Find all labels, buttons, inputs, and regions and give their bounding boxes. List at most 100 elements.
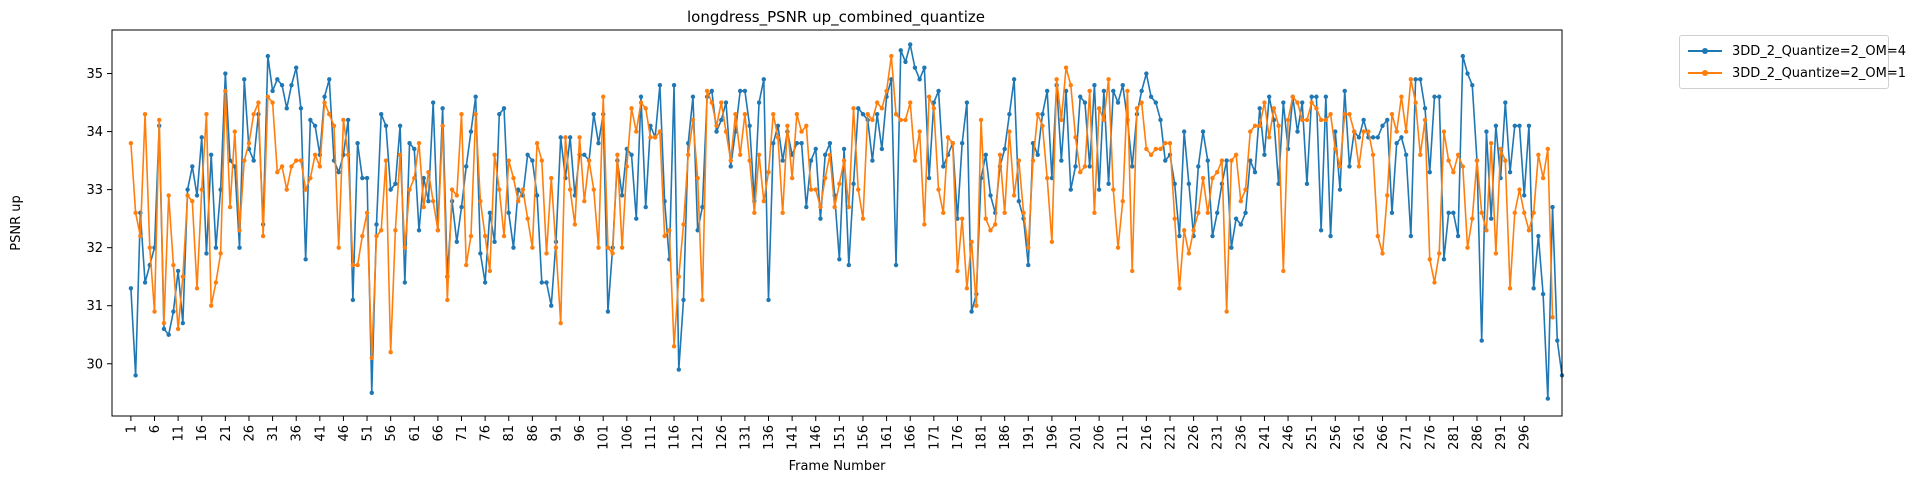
data-point <box>1536 152 1541 157</box>
x-tick-label: 101 <box>597 425 612 450</box>
data-point <box>1030 158 1036 163</box>
data-point <box>582 152 587 157</box>
data-point <box>369 355 374 361</box>
data-point <box>435 228 441 233</box>
data-point <box>1503 100 1508 105</box>
x-tick-label: 266 <box>1376 425 1391 450</box>
x-tick-label: 161 <box>880 425 895 450</box>
data-point <box>1432 94 1437 99</box>
data-point <box>714 123 719 128</box>
data-point <box>402 245 408 250</box>
data-point <box>265 53 271 59</box>
data-point <box>827 152 833 157</box>
data-point <box>1130 268 1135 274</box>
data-point <box>454 193 459 198</box>
data-point <box>1111 187 1116 192</box>
data-point <box>374 222 379 227</box>
data-point <box>345 117 351 123</box>
x-tick-label: 141 <box>786 425 801 450</box>
data-point <box>1087 164 1092 169</box>
data-point <box>473 94 478 99</box>
data-point <box>1493 123 1499 128</box>
data-point <box>270 88 275 94</box>
data-point <box>799 129 804 134</box>
data-point <box>199 135 204 140</box>
data-point <box>775 135 781 140</box>
data-point <box>686 152 691 157</box>
data-point <box>218 251 223 256</box>
data-point <box>808 158 814 163</box>
data-point <box>1356 164 1362 169</box>
x-tick-label: 196 <box>1045 425 1060 450</box>
x-tick-label: 201 <box>1069 425 1084 450</box>
data-point <box>1139 100 1144 105</box>
data-point <box>893 262 899 268</box>
data-point <box>1134 106 1140 111</box>
data-point <box>709 100 715 105</box>
data-point <box>175 326 181 332</box>
data-point <box>1545 146 1551 152</box>
data-point <box>700 297 705 303</box>
data-point <box>681 222 686 227</box>
data-point <box>1266 135 1272 140</box>
data-point <box>393 181 398 187</box>
data-point <box>879 106 885 111</box>
data-point <box>822 152 828 157</box>
data-point <box>364 175 370 181</box>
data-point <box>1441 129 1447 134</box>
data-point <box>1304 181 1310 187</box>
data-point <box>501 233 507 239</box>
data-point <box>166 193 171 198</box>
data-point <box>327 111 332 117</box>
data-point <box>969 309 974 314</box>
data-point <box>492 152 497 157</box>
data-point <box>700 204 705 210</box>
data-point <box>497 187 502 192</box>
data-point <box>1026 262 1031 268</box>
data-point <box>317 164 323 169</box>
data-point <box>1375 135 1381 140</box>
x-tick-label: 126 <box>715 425 730 450</box>
data-point <box>747 123 752 128</box>
data-point <box>582 199 587 204</box>
data-point <box>1172 216 1177 221</box>
y-tick-label: 32 <box>86 241 103 256</box>
data-point <box>1418 152 1423 157</box>
data-point <box>941 164 946 169</box>
data-point <box>369 390 374 395</box>
data-point <box>1092 82 1097 88</box>
data-point <box>1323 117 1329 123</box>
y-tick-label: 31 <box>86 299 103 314</box>
data-point <box>671 344 677 349</box>
data-point <box>430 100 436 105</box>
data-point <box>1196 210 1201 216</box>
x-tick-label: 16 <box>195 425 210 442</box>
data-point <box>1167 140 1173 146</box>
data-point <box>917 129 922 134</box>
data-point <box>402 280 408 285</box>
data-point <box>464 262 469 268</box>
data-point <box>440 106 445 111</box>
data-point <box>771 111 776 117</box>
data-point <box>1229 158 1234 163</box>
data-point <box>643 204 648 210</box>
legend-swatch-om1 <box>1688 66 1722 80</box>
data-point <box>851 106 856 111</box>
data-point <box>482 233 488 239</box>
data-point <box>964 286 970 291</box>
data-point <box>421 175 426 181</box>
data-point <box>1295 129 1300 134</box>
data-point <box>634 216 639 221</box>
data-point <box>539 280 544 285</box>
data-point <box>1493 251 1499 256</box>
data-point <box>695 175 700 181</box>
data-point <box>841 158 847 163</box>
data-point <box>1073 164 1078 169</box>
data-point <box>237 228 242 233</box>
x-tick-label: 106 <box>620 425 635 450</box>
data-point <box>1413 77 1418 82</box>
data-point <box>482 280 488 285</box>
data-point <box>331 123 337 128</box>
data-point <box>1347 164 1352 169</box>
data-point <box>1248 158 1253 163</box>
